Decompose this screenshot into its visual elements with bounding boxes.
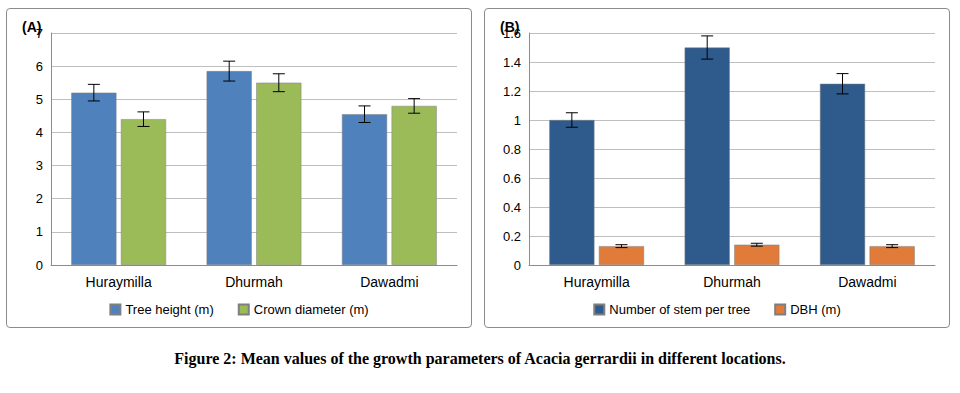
svg-text:3: 3 — [36, 158, 43, 173]
svg-text:(B): (B) — [500, 19, 519, 35]
svg-text:0.2: 0.2 — [503, 229, 521, 244]
svg-text:6: 6 — [36, 59, 43, 74]
svg-text:0.4: 0.4 — [503, 200, 521, 215]
svg-text:DBH (m): DBH (m) — [790, 302, 841, 317]
svg-text:0.6: 0.6 — [503, 171, 521, 186]
svg-text:1: 1 — [36, 224, 43, 239]
svg-text:2: 2 — [36, 191, 43, 206]
svg-text:0.8: 0.8 — [503, 142, 521, 157]
svg-text:5: 5 — [36, 92, 43, 107]
svg-text:1.4: 1.4 — [503, 55, 521, 70]
svg-text:Number of stem per tree: Number of stem per tree — [609, 302, 750, 317]
svg-text:0: 0 — [36, 258, 43, 273]
svg-text:Dhurmah: Dhurmah — [225, 274, 283, 290]
svg-text:Crown diameter (m): Crown diameter (m) — [254, 302, 369, 317]
svg-text:Huraymilla: Huraymilla — [564, 274, 630, 290]
svg-text:1.2: 1.2 — [503, 84, 521, 99]
html-text:Figure 2: Mean values of the g: Figure 2: Mean values of the growth para… — [174, 350, 786, 367]
svg-text:(A): (A) — [22, 19, 41, 35]
svg-text:1: 1 — [514, 113, 521, 128]
svg-text:Dawadmi: Dawadmi — [838, 274, 896, 290]
svg-text:Dhurmah: Dhurmah — [703, 274, 761, 290]
svg-text:4: 4 — [36, 125, 43, 140]
svg-text:Huraymilla: Huraymilla — [86, 274, 152, 290]
svg-text:Tree height (m): Tree height (m) — [125, 302, 213, 317]
svg-text:Dawadmi: Dawadmi — [360, 274, 418, 290]
svg-text:0: 0 — [514, 258, 521, 273]
